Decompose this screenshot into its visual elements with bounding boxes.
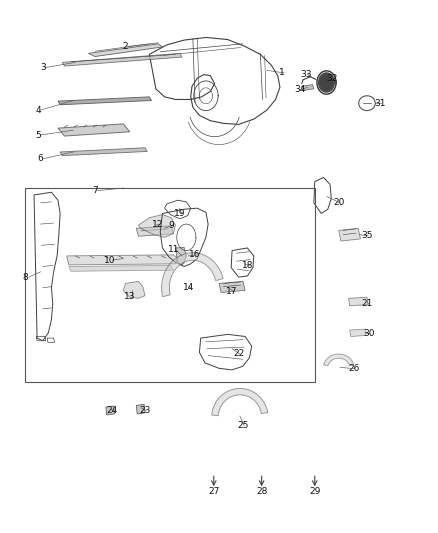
Text: 25: 25 [237,421,249,430]
Polygon shape [350,329,366,336]
Text: 4: 4 [35,106,41,115]
Polygon shape [302,85,314,91]
Bar [25,188,315,382]
Circle shape [319,73,334,92]
Text: 8: 8 [22,272,28,281]
Text: 35: 35 [361,231,373,240]
Text: 31: 31 [374,99,386,108]
Polygon shape [349,297,368,306]
Polygon shape [162,253,223,297]
Polygon shape [69,265,173,271]
Polygon shape [339,228,360,241]
Polygon shape [219,281,245,293]
Text: 32: 32 [326,74,338,83]
Polygon shape [136,225,173,236]
Polygon shape [88,44,162,56]
Text: 2: 2 [123,42,128,51]
Text: 9: 9 [168,221,174,230]
Text: 33: 33 [300,69,312,78]
Text: 10: 10 [104,256,116,265]
Text: 22: 22 [233,350,244,359]
Text: 29: 29 [309,487,321,496]
Text: 23: 23 [139,406,151,415]
Text: 18: 18 [241,261,253,270]
Polygon shape [136,405,145,414]
Text: 17: 17 [226,287,238,296]
Text: 20: 20 [333,198,344,207]
Text: 11: 11 [168,245,179,254]
Text: 26: 26 [348,365,360,373]
Text: 13: 13 [124,292,135,301]
Text: 24: 24 [107,406,118,415]
Text: 27: 27 [208,487,219,496]
Polygon shape [58,97,152,105]
Text: 5: 5 [35,131,41,140]
Text: 14: 14 [183,283,194,292]
Text: 34: 34 [294,85,305,94]
Text: 16: 16 [189,251,201,260]
Polygon shape [62,53,182,66]
Text: 30: 30 [364,329,375,338]
Text: 19: 19 [174,209,186,218]
Text: 12: 12 [152,220,164,229]
Text: 3: 3 [40,63,46,72]
Polygon shape [123,281,145,298]
Polygon shape [106,406,115,415]
Text: 6: 6 [38,155,43,164]
Polygon shape [176,247,186,265]
Polygon shape [138,215,176,237]
Text: 21: 21 [361,299,373,308]
Polygon shape [67,255,178,265]
Text: 1: 1 [279,68,285,77]
Polygon shape [60,148,147,156]
Text: 7: 7 [92,186,98,195]
Polygon shape [324,354,354,366]
Polygon shape [212,389,268,416]
Polygon shape [58,124,130,136]
Text: 28: 28 [256,487,267,496]
